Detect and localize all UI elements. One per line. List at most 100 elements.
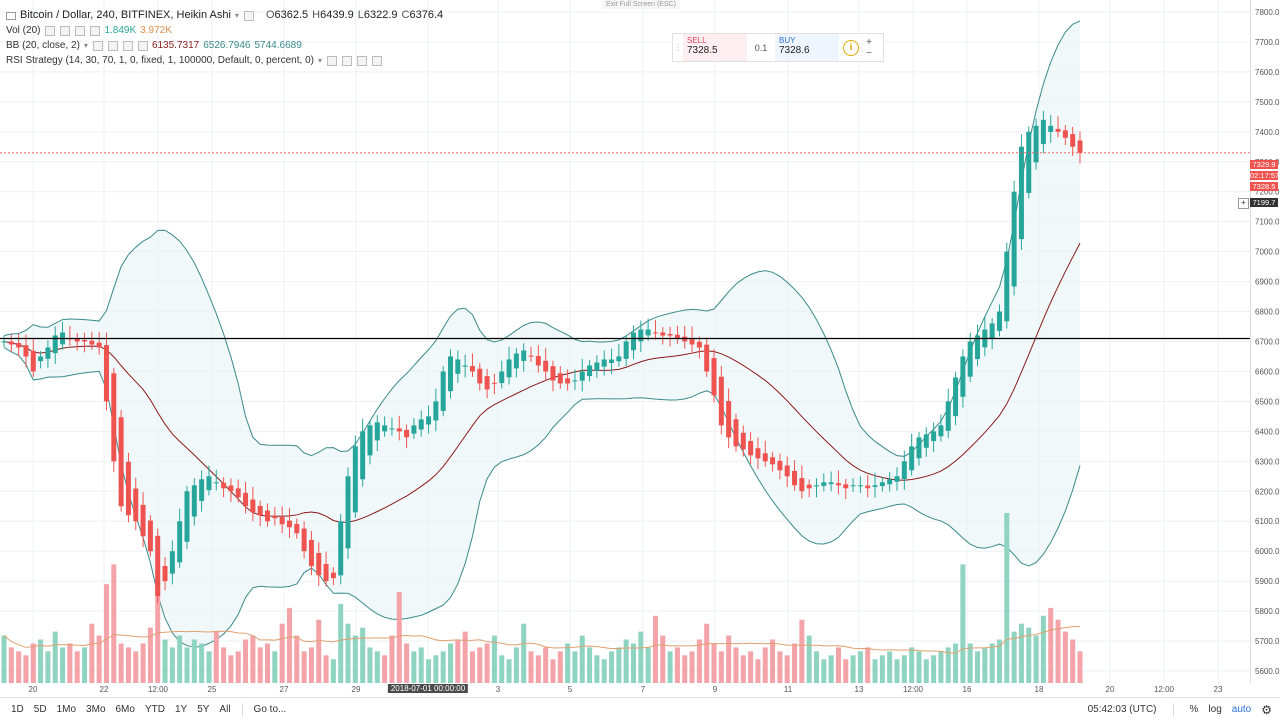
info-icon: i	[843, 39, 859, 56]
close-icon[interactable]	[371, 55, 382, 66]
range-button-all[interactable]: All	[219, 704, 231, 715]
log-toggle[interactable]: log	[1208, 704, 1222, 715]
candle-body	[835, 483, 841, 486]
price-tick-label: 6100.0	[1255, 517, 1280, 526]
close-icon[interactable]	[90, 25, 101, 36]
volume-bar	[557, 651, 563, 683]
candle-body	[477, 368, 483, 384]
candle-body	[806, 484, 812, 489]
sell-button[interactable]: SELL 7328.5	[683, 34, 747, 61]
quantity-stepper[interactable]: + −	[863, 34, 875, 61]
plus-icon[interactable]: +	[866, 36, 872, 48]
gear-icon[interactable]: ⚙	[1261, 702, 1272, 717]
candle-body	[704, 344, 710, 372]
range-button-1mo[interactable]: 1Mo	[56, 704, 77, 715]
volume-bar	[770, 639, 776, 683]
close-icon[interactable]	[137, 40, 148, 51]
volume-bar	[433, 655, 439, 683]
candle-body	[352, 446, 358, 513]
candle-body	[382, 425, 388, 432]
eye-icon[interactable]	[326, 55, 337, 66]
eye-icon[interactable]	[92, 40, 103, 51]
volume-bar	[404, 643, 410, 683]
candle-body	[38, 356, 44, 362]
range-button-5y[interactable]: 5Y	[197, 704, 210, 715]
goto-button[interactable]: Go to...	[253, 704, 287, 715]
hline-add-button[interactable]: +	[1238, 198, 1249, 209]
trade-panel: ⋮ SELL 7328.5 0.1 BUY 7328.6 i + −	[672, 33, 884, 62]
volume-bar	[272, 651, 278, 683]
candle-body	[462, 365, 468, 367]
candle-body	[448, 356, 454, 392]
buy-button[interactable]: BUY 7328.6	[775, 34, 839, 61]
candle-body	[996, 311, 1002, 331]
eye-icon[interactable]	[45, 25, 56, 36]
candle-body	[528, 355, 534, 357]
settings-box-icon[interactable]	[243, 10, 254, 21]
candle-body	[557, 373, 563, 384]
volume-bar	[169, 647, 175, 683]
chart-area[interactable]	[0, 0, 1250, 683]
range-button-3mo[interactable]: 3Mo	[86, 704, 106, 715]
candle-body	[953, 377, 959, 417]
percent-toggle[interactable]: %	[1189, 704, 1199, 715]
volume-bar	[235, 651, 241, 683]
chevron-down-icon[interactable]: ▾	[234, 11, 239, 20]
price-tick-label: 5800.0	[1255, 607, 1280, 616]
volume-name[interactable]: Vol (20)	[6, 25, 41, 36]
auto-toggle[interactable]: auto	[1231, 704, 1252, 715]
volume-bar	[1, 635, 7, 683]
settings-icon[interactable]	[341, 55, 352, 66]
info-button[interactable]: i	[839, 34, 863, 61]
rsi-strategy-name[interactable]: RSI Strategy (14, 30, 70, 1, 0, fixed, 1…	[6, 55, 314, 66]
candle-body	[718, 376, 724, 426]
price-chart[interactable]	[0, 0, 1250, 683]
candle-body	[945, 401, 951, 431]
candle-body	[960, 356, 966, 397]
candle-body	[1062, 130, 1068, 138]
exit-fullscreen-button[interactable]: Exit Full Screen (ESC)	[602, 0, 681, 9]
symbol-title[interactable]: Bitcoin / Dollar, 240, BITFINEX, Heikin …	[20, 9, 231, 21]
volume-bar	[118, 643, 124, 683]
collapse-icon[interactable]	[6, 11, 16, 20]
time-tick-label: 20	[28, 685, 38, 694]
candle-body	[250, 499, 256, 513]
add-icon[interactable]	[75, 25, 86, 36]
utc-clock[interactable]: 05:42:03 (UTC)	[1087, 704, 1157, 715]
chevron-down-icon[interactable]: ▾	[83, 41, 88, 50]
range-button-6mo[interactable]: 6Mo	[115, 704, 135, 715]
volume-bar	[909, 647, 915, 683]
candle-body	[45, 347, 51, 359]
time-tick-label: 16	[962, 685, 972, 694]
candle-body	[206, 476, 212, 491]
buy-label: BUY	[779, 36, 796, 45]
candle-body	[1004, 251, 1010, 322]
settings-icon[interactable]	[60, 25, 71, 36]
candle-body	[726, 401, 732, 438]
range-button-ytd[interactable]: YTD	[144, 704, 165, 715]
bb-lower-value: 5744.6689	[254, 40, 302, 51]
add-icon[interactable]	[356, 55, 367, 66]
settings-icon[interactable]	[107, 40, 118, 51]
divider	[241, 702, 243, 717]
candle-body	[865, 485, 871, 489]
bb-name[interactable]: BB (20, close, 2)	[6, 40, 80, 51]
candle-body	[630, 332, 636, 351]
volume-bar	[38, 639, 44, 683]
price-axis[interactable]: 5600.0 5700.0 5800.0 5900.0 6000.0 6100.0 6200…	[1250, 0, 1280, 683]
volume-bar	[60, 647, 66, 683]
chevron-down-icon[interactable]: ▾	[317, 56, 322, 65]
range-button-5d[interactable]: 5D	[33, 704, 47, 715]
time-axis[interactable]: 20 22 12:00 25 27 29 2018-07-01 00:00:00 3 5 7 9 11…	[0, 683, 1250, 697]
candle-body	[1048, 125, 1054, 132]
range-button-1d[interactable]: 1D	[11, 704, 24, 715]
add-icon[interactable]	[122, 40, 133, 51]
volume-bar	[265, 643, 271, 683]
candle-body	[367, 425, 373, 456]
candle-body	[191, 485, 197, 517]
range-button-1y[interactable]: 1Y	[174, 704, 188, 715]
minus-icon[interactable]: −	[866, 47, 872, 59]
drag-handle-icon[interactable]: ⋮	[673, 42, 683, 52]
time-tick-label: 3	[495, 685, 501, 694]
candle-body	[792, 470, 798, 486]
